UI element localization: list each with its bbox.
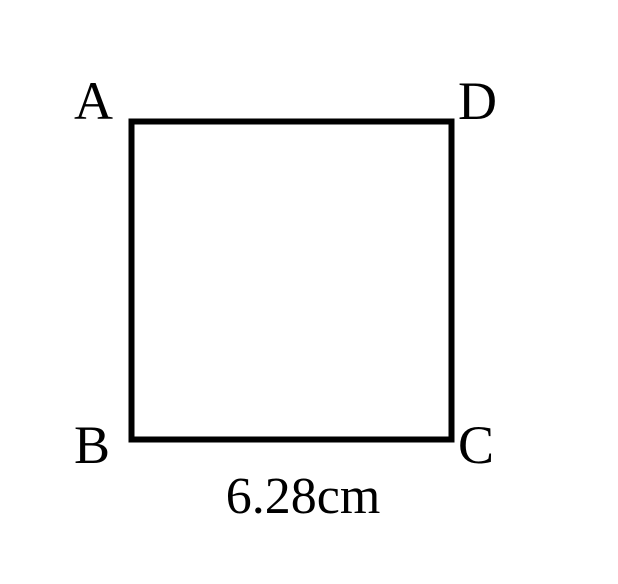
side-length-label: 6.28cm <box>226 468 381 525</box>
vertex-label-b: B <box>74 415 110 475</box>
square-abcd <box>128 118 455 443</box>
vertex-label-d: D <box>458 71 497 131</box>
vertex-label-a: A <box>74 71 113 131</box>
vertex-label-c: C <box>458 415 494 475</box>
